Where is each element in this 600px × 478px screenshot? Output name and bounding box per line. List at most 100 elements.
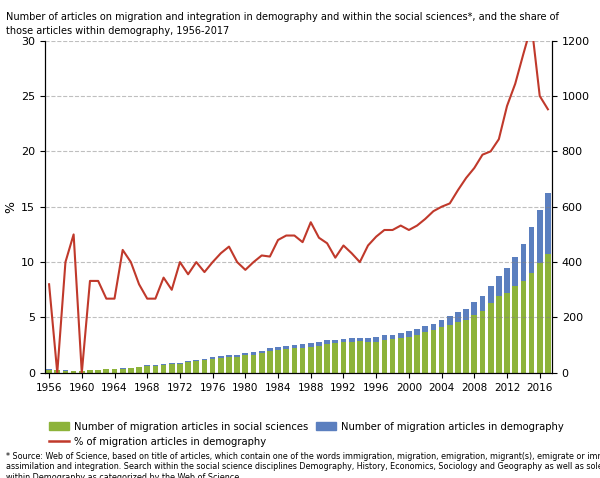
Bar [218,358,224,373]
Bar [382,335,387,340]
Bar [308,347,314,373]
Bar [145,366,150,373]
Bar [341,338,346,342]
Bar [545,193,551,254]
Bar [235,355,240,357]
Bar [267,351,273,373]
Bar [275,349,281,373]
Bar [332,343,338,373]
Bar [439,320,445,327]
Bar [382,340,387,373]
Bar [504,268,510,293]
Text: those articles within demography, 1956-2017: those articles within demography, 1956-2… [6,26,229,36]
Bar [120,368,125,369]
Bar [169,363,175,364]
Bar [324,344,330,373]
Bar [447,325,452,373]
Bar [431,324,436,330]
Bar [422,332,428,373]
Bar [496,296,502,373]
Bar [292,348,297,373]
Bar [316,342,322,346]
Bar [242,353,248,356]
Bar [185,361,191,362]
Text: Number of articles on migration and integration in demography and within the soc: Number of articles on migration and inte… [6,12,559,22]
Bar [479,296,485,311]
Bar [202,359,208,360]
Bar [455,322,461,373]
Bar [357,341,362,373]
Bar [389,339,395,373]
Bar [512,257,518,286]
Bar [349,342,355,373]
Bar [463,309,469,320]
Bar [529,228,535,273]
Bar [406,331,412,337]
Y-axis label: %: % [4,201,17,213]
Bar [87,370,93,373]
Bar [251,355,256,373]
Bar [389,335,395,339]
Bar [398,338,404,373]
Bar [521,244,526,282]
Bar [373,342,379,373]
Bar [136,367,142,373]
Bar [161,365,166,373]
Bar [152,365,158,366]
Bar [488,286,494,303]
Text: * Source: Web of Science, based on title of articles, which contain one of the w: * Source: Web of Science, based on title… [6,452,600,478]
Bar [193,360,199,361]
Bar [267,348,273,351]
Bar [46,369,52,373]
Bar [357,338,362,341]
Bar [103,369,109,373]
Bar [235,357,240,373]
Bar [275,347,281,349]
Bar [177,363,183,364]
Bar [259,353,265,373]
Bar [202,360,208,373]
Bar [324,340,330,344]
Bar [463,320,469,373]
Bar [308,343,314,347]
Bar [283,349,289,373]
Bar [332,339,338,343]
Bar [283,346,289,349]
Bar [161,364,166,365]
Bar [169,364,175,373]
Bar [226,355,232,358]
Bar [447,316,452,325]
Bar [398,333,404,338]
Bar [71,371,76,373]
Bar [529,273,535,373]
Bar [292,345,297,348]
Bar [300,348,305,373]
Bar [300,344,305,348]
Bar [341,342,346,373]
Bar [128,368,134,373]
Bar [62,370,68,373]
Bar [472,315,477,373]
Bar [210,358,215,373]
Bar [242,356,248,373]
Bar [145,365,150,366]
Bar [414,329,420,335]
Bar [504,293,510,373]
Bar [479,311,485,373]
Bar [259,351,265,353]
Bar [537,263,542,373]
Bar [496,276,502,296]
Bar [472,302,477,315]
Bar [488,303,494,373]
Bar [439,327,445,373]
Bar [185,362,191,373]
Legend: Number of migration articles in social sciences, % of migration articles in demo: Number of migration articles in social s… [45,418,568,451]
Bar [55,370,60,373]
Bar [251,352,256,355]
Bar [95,370,101,373]
Bar [512,286,518,373]
Bar [545,254,551,373]
Bar [152,366,158,373]
Bar [422,326,428,332]
Bar [193,361,199,373]
